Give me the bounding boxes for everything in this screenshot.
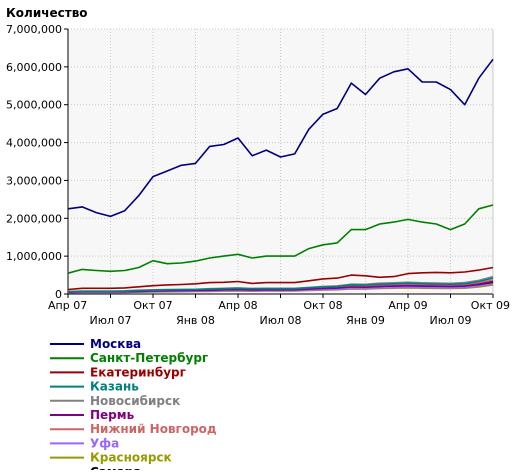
y-tick-label: 3,000,000 — [6, 174, 62, 187]
legend-label-8: Красноярск — [90, 451, 172, 465]
legend: МоскваСанкт-ПетербургЕкатеринбургКазаньН… — [50, 337, 217, 474]
x-tick-label: Апр 08 — [218, 299, 257, 312]
y-tick-label: 6,000,000 — [6, 61, 62, 74]
legend-label-7: Уфа — [90, 436, 119, 450]
legend-label-3: Казань — [90, 380, 139, 394]
grid — [68, 28, 493, 294]
y-tick-label: 1,000,000 — [6, 250, 62, 263]
y-tick-label: 5,000,000 — [6, 99, 62, 112]
y-tick-label: 4,000,000 — [6, 137, 62, 150]
x-tick-label: Окт 09 — [471, 299, 510, 312]
x-tick-label: Апр 09 — [388, 299, 427, 312]
y-tick-label: 7,000,000 — [6, 23, 62, 36]
y-axis-title: Количество — [6, 6, 88, 20]
legend-label-6: Нижний Новгород — [90, 422, 217, 436]
axes: 0 1,000,000 2,000,000 3,000,000 4,000,000 5,0… — [6, 23, 510, 327]
x-tick-label: Янв 09 — [346, 314, 385, 327]
series-line-1 — [67, 204, 494, 274]
y-tick-label: 0 — [55, 288, 62, 301]
series-line-0 — [67, 58, 494, 218]
legend-label-1: Санкт-Петербург — [90, 351, 208, 365]
x-tick-label: Июл 08 — [259, 314, 301, 327]
series-lines — [67, 58, 494, 294]
x-tick-label: Янв 08 — [176, 314, 215, 327]
legend-label-4: Новосибирск — [90, 394, 180, 408]
series-line-2 — [67, 266, 494, 291]
x-tick-label: Июл 07 — [89, 314, 131, 327]
x-tick-label: Июл 09 — [429, 314, 471, 327]
y-tick-label: 2,000,000 — [6, 212, 62, 225]
legend-label-9: Самара — [90, 465, 142, 470]
series-line-3 — [67, 277, 494, 293]
x-tick-label: Окт 08 — [303, 299, 342, 312]
x-tick-label: Окт 07 — [133, 299, 172, 312]
legend-label-5: Пермь — [90, 408, 135, 422]
x-tick-label: Апр 07 — [48, 299, 87, 312]
legend-label-0: Москва — [90, 337, 141, 351]
legend-label-2: Екатеринбург — [90, 365, 186, 379]
